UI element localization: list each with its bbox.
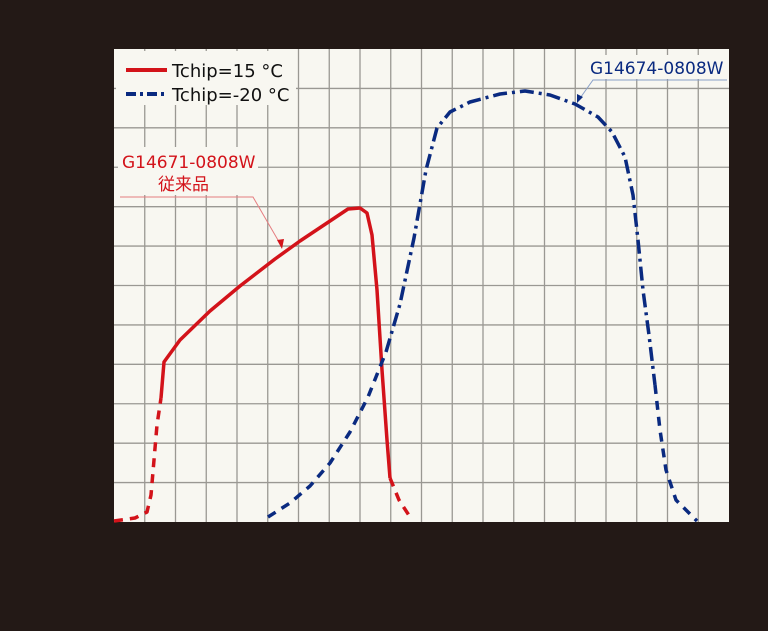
annotation-blue-label: G14674-0808W xyxy=(590,59,724,79)
legend-label-red: Tchip=15 °C xyxy=(171,61,283,82)
annotation-blue-bg xyxy=(586,55,728,79)
legend-label-blue: Tchip=-20 °C xyxy=(171,85,289,106)
arrow-head-blue-icon xyxy=(577,94,583,103)
annotation-red-line1: G14671-0808W xyxy=(122,153,256,173)
red-curve-solid xyxy=(159,206,392,479)
legend-box xyxy=(116,51,296,105)
annotation-blue-leader xyxy=(577,79,727,102)
annotation-blue: G14674-0808W xyxy=(577,55,728,103)
blue-curve-dashed xyxy=(653,384,699,523)
curves xyxy=(113,89,699,523)
red-curve-dashed xyxy=(113,397,163,523)
blue-curve-dash-dot xyxy=(384,89,657,386)
blue-curve-dashed xyxy=(267,351,388,519)
annotation-red-bg xyxy=(118,147,258,195)
arrow-head-red-icon xyxy=(277,239,284,249)
legend: Tchip=15 °C Tchip=-20 °C xyxy=(116,51,296,106)
annotation-red-line2: 従来品 xyxy=(158,175,209,195)
annotation-red-leader xyxy=(120,196,283,248)
red-curve-dashed xyxy=(388,477,414,521)
annotation-red: G14671-0808W 従来品 xyxy=(118,147,284,249)
grid-lines xyxy=(114,49,729,522)
